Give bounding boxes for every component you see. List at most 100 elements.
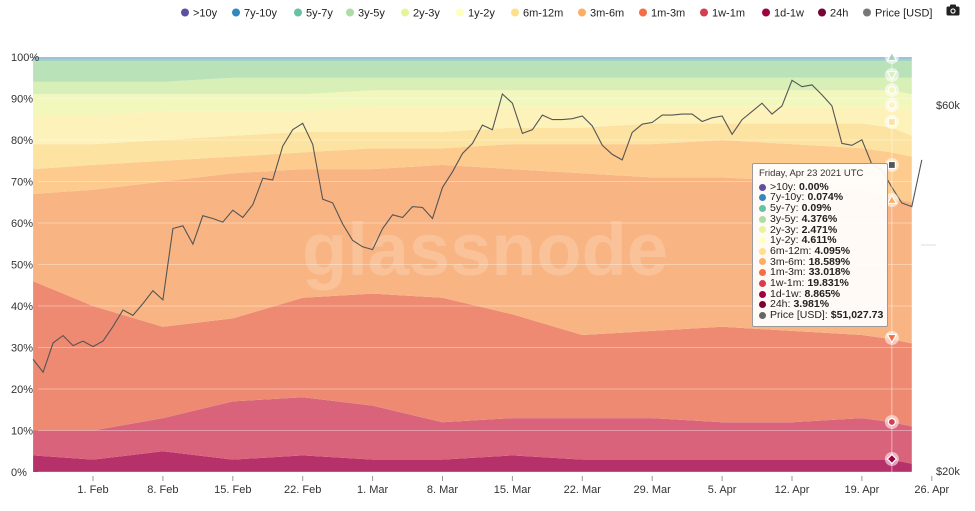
legend-item-3m-6m[interactable]: 3m-6m xyxy=(590,8,624,20)
legend-swatch[interactable] xyxy=(346,8,354,17)
tooltip-label: >10y: xyxy=(770,180,796,193)
hover-marker xyxy=(887,417,896,427)
y-tick-label: 50% xyxy=(11,260,33,272)
tooltip-label: 5y-7y: xyxy=(770,202,799,215)
tooltip-swatch xyxy=(759,183,766,191)
area-band-2y-3y xyxy=(33,90,912,116)
tooltip-row: 1m-3m: 33.018% xyxy=(759,267,881,278)
tooltip-value: 18.589% xyxy=(808,255,851,268)
tooltip-row: 6m-12m: 4.095% xyxy=(759,246,881,257)
legend-item-6m-12m[interactable]: 6m-12m xyxy=(523,8,563,20)
tooltip-value: 4.376% xyxy=(801,212,838,225)
tooltip-value: 8.865% xyxy=(804,287,841,300)
legend-swatch[interactable] xyxy=(700,8,708,17)
tooltip-label: 24h: xyxy=(770,298,791,311)
tooltip-value: 33.018% xyxy=(808,266,851,279)
hover-marker xyxy=(887,100,896,110)
area-band-1d-1w xyxy=(33,397,912,464)
tooltip-row: 3m-6m: 18.589% xyxy=(759,255,881,268)
x-tick-label: 22. Mar xyxy=(564,484,602,496)
legend-swatch[interactable] xyxy=(762,8,770,17)
tooltip-row: 2y-3y: 2.471% xyxy=(759,223,881,236)
legend-item-5y-7y[interactable]: 5y-7y xyxy=(306,8,333,20)
tooltip-value: 0.00% xyxy=(798,180,829,193)
legend-swatch[interactable] xyxy=(639,8,647,17)
area-band-3y-5y xyxy=(33,77,912,95)
y-tick-label: 60% xyxy=(11,218,33,230)
tooltip-swatch xyxy=(759,311,766,319)
legend-item-price-usd-[interactable]: Price [USD] xyxy=(875,8,932,20)
tooltip-value: 3.981% xyxy=(793,298,830,311)
tooltip-row: Price [USD]: $51,027.73 xyxy=(759,310,883,321)
x-tick-label: 5. Apr xyxy=(708,484,737,496)
area-band-1w-1m xyxy=(33,281,912,431)
tooltip-row: 1d-1w: 8.865% xyxy=(759,289,881,300)
tooltip-row: 5y-7y: 0.09% xyxy=(759,203,881,214)
legend-item--10y[interactable]: >10y xyxy=(193,8,218,20)
legend-swatch[interactable] xyxy=(863,8,871,17)
hover-marker xyxy=(886,453,898,465)
y-tick-label: 70% xyxy=(11,177,33,189)
legend-item-2y-3y[interactable]: 2y-3y xyxy=(413,8,440,20)
area-band-1y-2y xyxy=(33,106,912,145)
y-tick-label: 30% xyxy=(11,343,33,355)
y-right-tick-label: $60k xyxy=(936,100,960,112)
tooltip-swatch xyxy=(759,215,766,223)
legend-swatch[interactable] xyxy=(401,8,409,17)
x-tick-label: 8. Feb xyxy=(147,484,178,496)
tooltip-swatch xyxy=(759,247,766,255)
tooltip-label: 6m-12m: xyxy=(770,244,812,257)
legend-item-7y-10y[interactable]: 7y-10y xyxy=(244,8,278,20)
tooltip-label: 1d-1w: xyxy=(770,287,802,300)
legend-swatch[interactable] xyxy=(511,8,519,17)
tooltip-label: 1m-3m: xyxy=(770,266,806,279)
legend-swatch[interactable] xyxy=(294,8,302,17)
area-band-6m-12m xyxy=(33,123,912,170)
tooltip-swatch xyxy=(759,301,766,309)
watermark: glassnode xyxy=(302,208,668,291)
legend-item-1y-2y[interactable]: 1y-2y xyxy=(468,8,495,20)
x-tick-label: 19. Apr xyxy=(844,484,879,496)
tooltip-swatch xyxy=(759,279,766,287)
area-band-3m-6m xyxy=(33,140,912,203)
x-tick-label: 29. Mar xyxy=(634,484,672,496)
y-tick-label: 20% xyxy=(11,384,33,396)
y-right-tick-label: $20k xyxy=(936,466,960,478)
legend-item-3y-5y[interactable]: 3y-5y xyxy=(358,8,385,20)
legend-swatch[interactable] xyxy=(181,8,189,17)
legend-item-1w-1m[interactable]: 1w-1m xyxy=(712,8,745,20)
x-tick-label: 12. Apr xyxy=(775,484,810,496)
x-tick-label: 22. Feb xyxy=(284,484,321,496)
tooltip-swatch xyxy=(759,204,766,212)
tooltip-label: 3m-6m: xyxy=(770,255,806,268)
y-tick-label: 100% xyxy=(11,52,39,64)
hover-marker xyxy=(887,117,896,127)
legend-item-1m-3m[interactable]: 1m-3m xyxy=(651,8,685,20)
hover-marker xyxy=(887,160,896,170)
x-tick-label: 8. Mar xyxy=(427,484,459,496)
legend-item-24h[interactable]: 24h xyxy=(830,8,848,20)
camera-icon[interactable] xyxy=(946,4,960,16)
legend-item-1d-1w[interactable]: 1d-1w xyxy=(774,8,804,20)
tooltip-swatch xyxy=(759,258,766,266)
tooltip-rows: >10y: 0.00% 7y-10y: 0.074% 5y-7y: 0.09% 3y-5y:… xyxy=(759,180,883,321)
legend-swatch[interactable] xyxy=(578,8,586,17)
tooltip-label: 1y-2y: xyxy=(770,234,799,247)
x-tick-label: 15. Mar xyxy=(494,484,532,496)
tooltip-row: 1y-2y: 4.611% xyxy=(759,235,881,246)
area-band->10y xyxy=(33,57,912,59)
area-band-5y-7y xyxy=(33,61,912,82)
hover-marker xyxy=(887,85,896,95)
legend-swatch[interactable] xyxy=(456,8,464,17)
tooltip-value: 2.471% xyxy=(801,223,838,236)
legend-swatch[interactable] xyxy=(232,8,240,17)
tooltip-label: 1w-1m: xyxy=(770,277,805,290)
tooltip-row: >10y: 0.00% xyxy=(759,180,881,193)
tooltip-swatch xyxy=(759,194,766,202)
hover-tooltip: Friday, Apr 23 2021 UTC >10y: 0.00% 7y-10y… xyxy=(752,163,888,327)
legend-swatch[interactable] xyxy=(818,8,826,17)
y-tick-label: 90% xyxy=(11,94,33,106)
x-tick-label: 26. Apr xyxy=(914,484,949,496)
hover-marker xyxy=(886,51,898,62)
